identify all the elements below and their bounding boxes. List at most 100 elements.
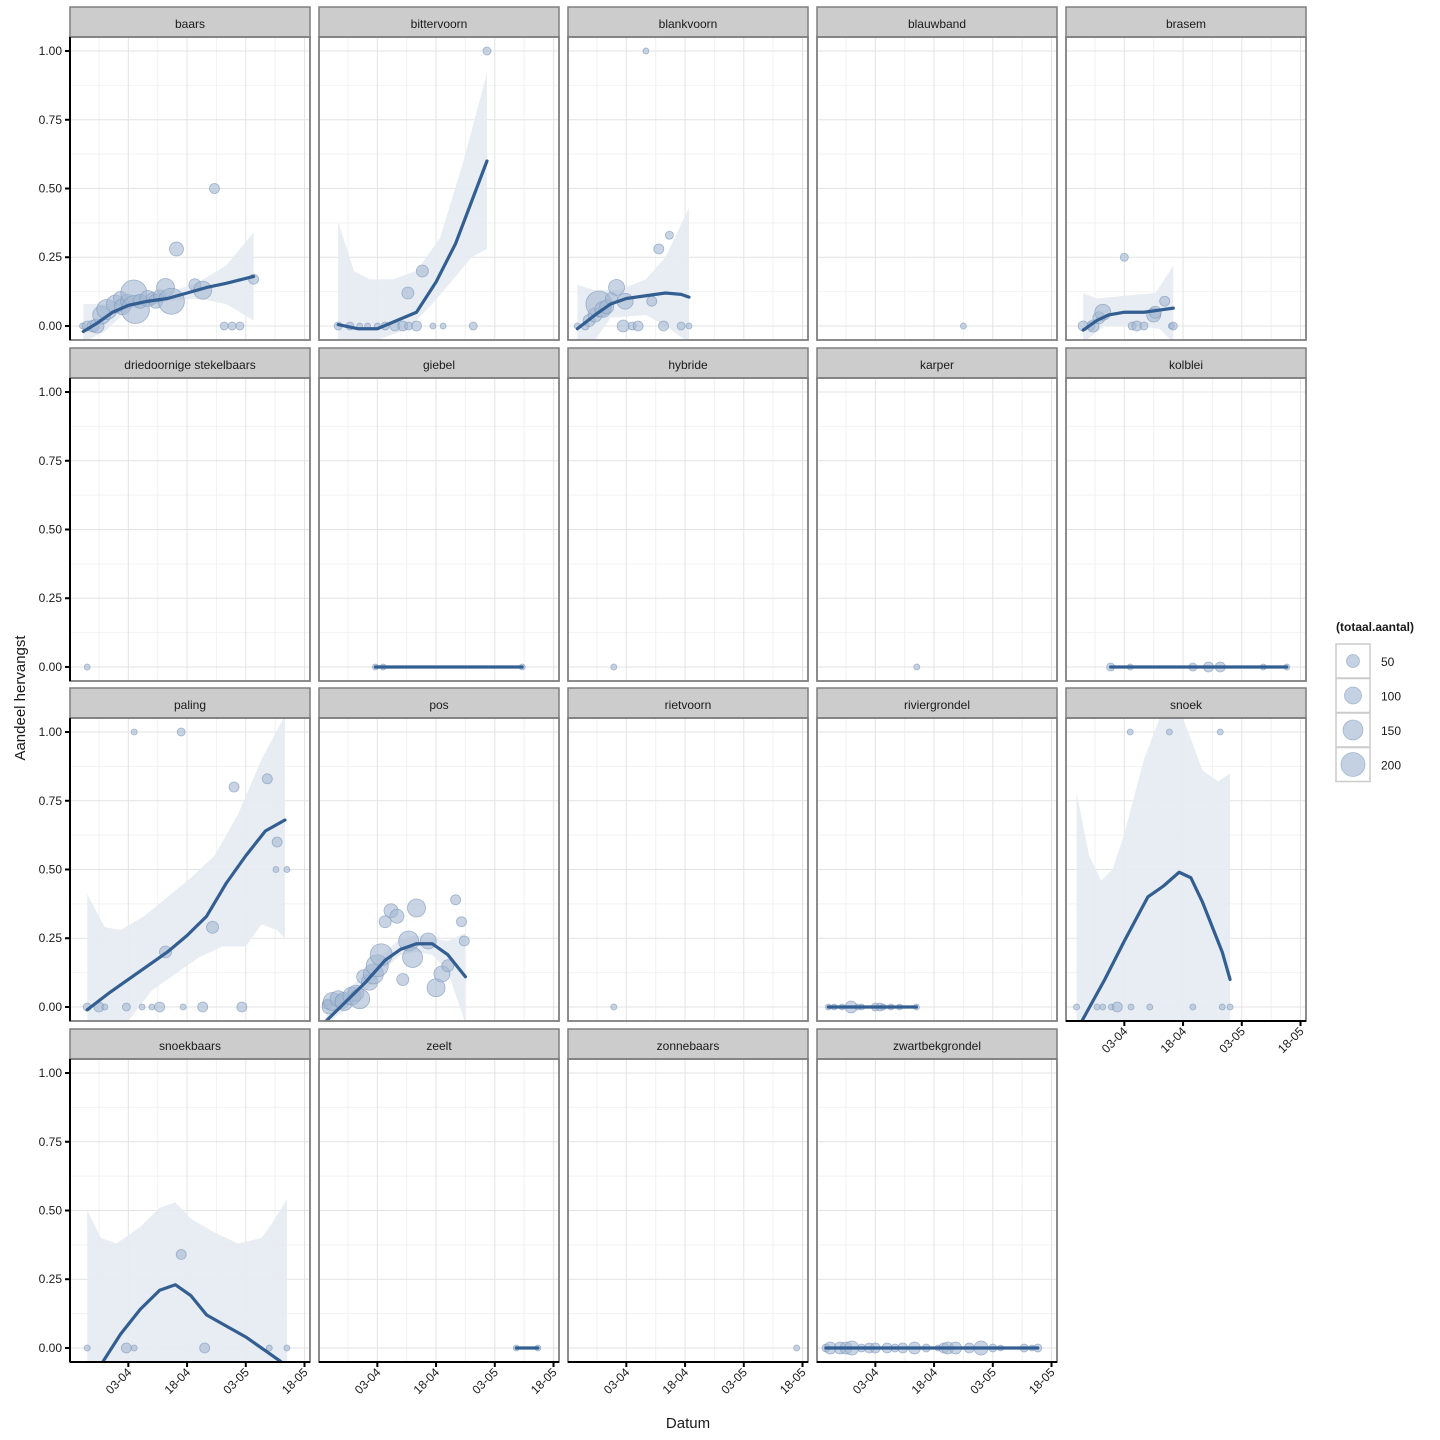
- panel-border: [567, 717, 809, 1022]
- data-point: [219, 321, 229, 331]
- y-tick-label: 0.00: [39, 319, 63, 333]
- facet-label: baars: [175, 17, 205, 31]
- data-point: [169, 241, 184, 257]
- facet-strip: [318, 687, 560, 719]
- data-point: [653, 243, 665, 255]
- facet-strip: [69, 687, 311, 719]
- y-tick-label: 1.00: [39, 385, 63, 399]
- confidence-band: [1076, 718, 1231, 1021]
- facet-strip: [1065, 6, 1307, 38]
- x-tick-label: 18-04: [909, 1365, 941, 1397]
- data-point: [793, 1344, 801, 1352]
- y-tick-label: 0.75: [39, 113, 63, 127]
- facet-strip: [567, 1028, 809, 1060]
- panel-border: [318, 36, 560, 341]
- facet-strip: [816, 1028, 1058, 1060]
- data-point: [283, 1344, 291, 1352]
- facet-label: zonnebaars: [657, 1039, 720, 1053]
- x-axis-title: Datum: [666, 1415, 710, 1432]
- data-point: [261, 773, 273, 785]
- data-point: [1119, 252, 1129, 262]
- panel-baars: baars: [69, 6, 311, 341]
- smooth-line: [85, 818, 287, 1012]
- x-tick-label: 18-05: [528, 1365, 560, 1397]
- smooth-line: [575, 291, 691, 331]
- y-tick-label: 0.25: [39, 1272, 63, 1286]
- data-point: [389, 908, 405, 924]
- facet-strip: [318, 1028, 560, 1060]
- y-tick-label: 0.50: [39, 1204, 63, 1218]
- data-point: [83, 1344, 91, 1352]
- data-point: [1159, 295, 1171, 307]
- x-tick-label: 03-05: [469, 1365, 501, 1397]
- panel-blankvoorn: blankvoorn: [567, 6, 809, 341]
- facet-label: paling: [174, 698, 206, 712]
- data-points: [610, 1003, 618, 1011]
- facet-strip: [816, 687, 1058, 719]
- data-point: [685, 322, 693, 330]
- y-tick-label: 0.50: [39, 523, 63, 537]
- data-point: [272, 866, 280, 873]
- x-tick-label: 03-05: [967, 1365, 999, 1397]
- panel-border: [318, 377, 560, 682]
- panel-snoek: snoek: [1065, 687, 1307, 1022]
- data-point: [913, 663, 921, 671]
- data-point: [206, 920, 219, 934]
- x-tick-label: 03-05: [718, 1365, 750, 1397]
- data-points: [793, 1344, 801, 1352]
- data-point: [121, 1002, 131, 1012]
- data-points: [1073, 728, 1234, 1013]
- y-tick-label: 0.75: [39, 454, 63, 468]
- y-tick-label: 1.00: [39, 1066, 63, 1080]
- data-point: [415, 264, 429, 278]
- data-point: [154, 1001, 166, 1013]
- x-tick-label: 18-05: [777, 1365, 809, 1397]
- data-point: [396, 973, 410, 986]
- data-point: [158, 287, 185, 315]
- y-tick-label: 0.25: [39, 931, 63, 945]
- panel-border: [816, 717, 1058, 1022]
- y-axis-title: Aandeel hervangst: [12, 635, 29, 761]
- data-point: [642, 47, 650, 55]
- facet-label: zeelt: [426, 1039, 452, 1053]
- facet-label: snoekbaars: [159, 1039, 221, 1053]
- y-tick-label: 0.25: [39, 591, 63, 605]
- panel-border: [1065, 36, 1307, 341]
- y-axis: 0.00 0.25 0.50 0.75 1.00 0.00 0.25 0.50 0.75 1.00…: [39, 37, 71, 1362]
- data-point: [456, 916, 467, 928]
- facet-strip: [69, 347, 311, 379]
- facet-strip: [318, 6, 560, 38]
- data-point: [1111, 1001, 1123, 1013]
- data-point: [1168, 321, 1178, 331]
- data-point: [646, 295, 658, 307]
- smooth-line: [101, 1283, 283, 1362]
- data-point: [450, 894, 462, 906]
- legend-circle-icon: [1346, 654, 1360, 668]
- data-point: [1093, 1003, 1101, 1011]
- y-tick-label: 0.25: [39, 250, 63, 264]
- facet-label: giebel: [423, 358, 455, 372]
- y-tick-label: 0.75: [39, 794, 63, 808]
- data-point: [349, 988, 371, 1010]
- gridlines: [568, 378, 808, 681]
- panel-pos: pos: [318, 687, 560, 1022]
- data-point: [658, 320, 669, 332]
- smooth-line: [81, 274, 256, 334]
- data-point: [236, 1001, 248, 1013]
- y-tick-label: 0.50: [39, 863, 63, 877]
- x-tick-label: 03-04: [103, 1365, 135, 1397]
- data-point: [197, 1001, 209, 1013]
- panel-border: [318, 717, 560, 1022]
- legend-title: (totaal.aantal): [1336, 620, 1414, 634]
- legend-circle-icon: [1340, 752, 1366, 777]
- panel-zonnebaars: zonnebaars: [567, 1028, 809, 1363]
- panels: baars bittervoorn blankvoorn blauwband brase…: [69, 6, 1307, 1363]
- facet-strip: [816, 347, 1058, 379]
- y-tick-label: 1.00: [39, 44, 63, 58]
- panel-border: [567, 36, 809, 341]
- panel-border: [1065, 377, 1307, 682]
- panel-border: [567, 377, 809, 682]
- data-point: [482, 46, 492, 56]
- data-point: [271, 836, 283, 848]
